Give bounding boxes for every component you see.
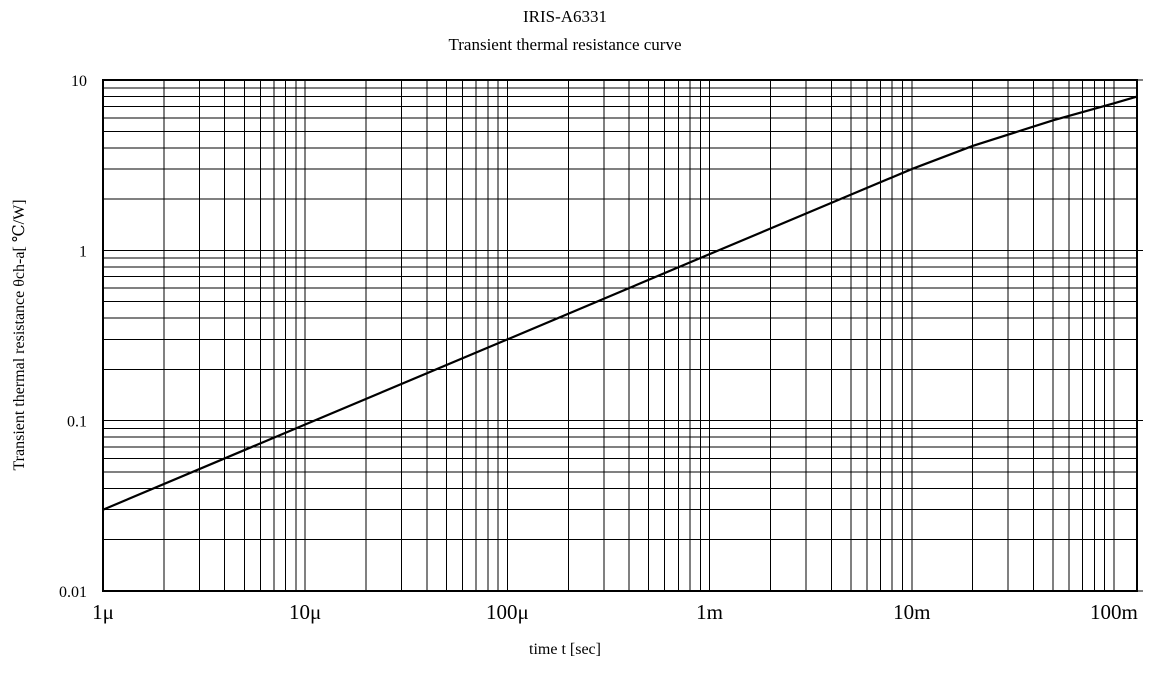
x-tick-label: 1μ bbox=[92, 600, 114, 624]
x-axis-label: time t [sec] bbox=[529, 641, 601, 658]
x-tick-label: 100μ bbox=[486, 600, 529, 624]
x-tick-label: 10m bbox=[893, 600, 930, 624]
chart-subtitle: Transient thermal resistance curve bbox=[448, 35, 681, 54]
y-tick-label: 1 bbox=[79, 243, 87, 260]
plot-frame bbox=[102, 79, 1138, 592]
chart-title: IRIS-A6331 bbox=[523, 7, 607, 26]
x-tick-label: 1m bbox=[696, 600, 723, 624]
y-tick-label: 10 bbox=[71, 73, 87, 90]
y-axis-label: Transient thermal resistance θch-a[ ℃/W] bbox=[11, 199, 28, 470]
y-tick-label: 0.01 bbox=[59, 584, 87, 601]
y-tick-label: 0.1 bbox=[67, 414, 87, 431]
x-tick-label: 10μ bbox=[289, 600, 321, 624]
series-layer bbox=[102, 95, 1138, 511]
x-tick-label: 100m bbox=[1090, 600, 1138, 624]
transient-thermal-resistance-line bbox=[102, 95, 1138, 511]
tick-labels: 1μ 10μ 100μ 1m 10m 100m 0.01 0.1 1 10 bbox=[59, 73, 1143, 624]
grid-lines bbox=[102, 79, 1137, 592]
